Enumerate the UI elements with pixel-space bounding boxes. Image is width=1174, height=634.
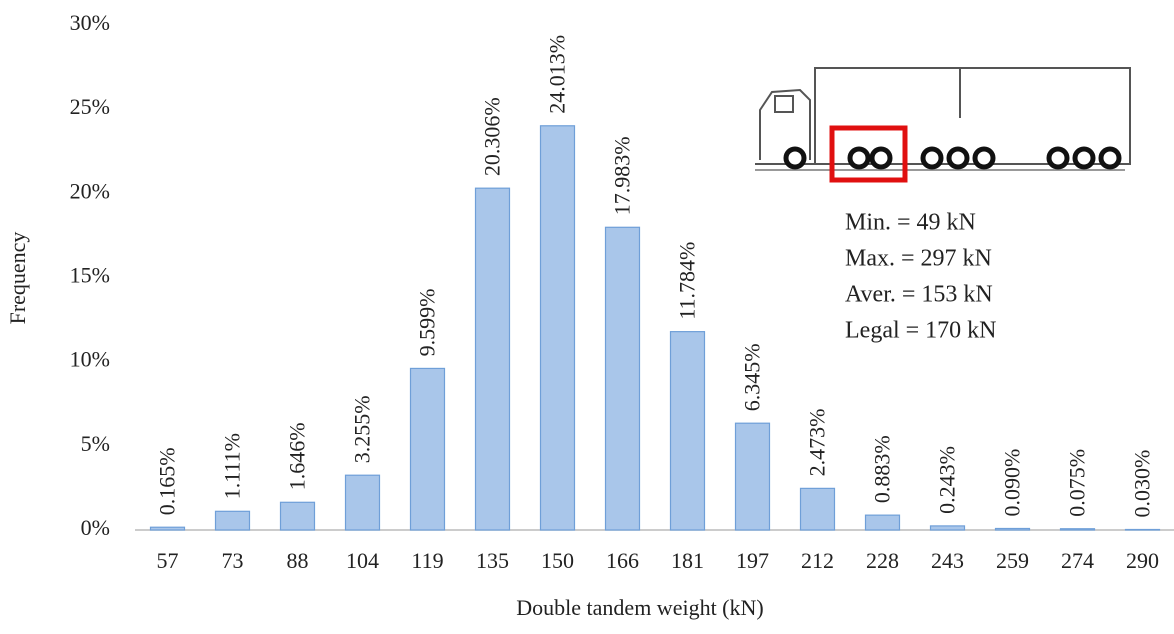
annotation: Max. = 297 kN: [845, 246, 992, 272]
x-tick-label: 181: [671, 548, 704, 573]
bar: [669, 331, 706, 531]
bar: [1059, 528, 1096, 531]
bar: [344, 474, 381, 531]
x-tick-label: 212: [801, 548, 834, 573]
value-label: 0.243%: [935, 446, 960, 514]
value-label: 0.165%: [155, 447, 180, 515]
highlight-box: [829, 125, 908, 183]
y-tick-label: 25%: [70, 94, 110, 119]
value-label: 9.599%: [415, 289, 440, 357]
x-tick-label: 166: [606, 548, 639, 573]
y-tick-label: 30%: [70, 10, 110, 35]
x-tick-label: 119: [411, 548, 443, 573]
x-tick-label: 259: [996, 548, 1029, 573]
x-tick-label: 150: [541, 548, 574, 573]
x-tick-label: 228: [866, 548, 899, 573]
x-tick-label: 274: [1061, 548, 1094, 573]
annotation: Aver. = 153 kN: [845, 282, 993, 308]
annotation: Min. = 49 kN: [845, 210, 976, 236]
x-tick-label: 73: [222, 548, 244, 573]
value-label: 0.030%: [1130, 450, 1155, 518]
value-label: 24.013%: [545, 35, 570, 114]
x-tick-label: 290: [1126, 548, 1159, 573]
truck-illustration: [755, 67, 1131, 183]
annotation: Legal = 170 kN: [845, 318, 997, 344]
bar: [214, 510, 251, 531]
bar: [994, 527, 1031, 531]
value-label: 1.111%: [220, 433, 245, 499]
x-tick-label: 57: [157, 548, 179, 573]
x-tick-label: 104: [346, 548, 379, 573]
bar: [409, 367, 446, 531]
value-label: 1.646%: [285, 422, 310, 490]
x-tick-label: 88: [287, 548, 309, 573]
bar: [799, 487, 836, 531]
value-label: 11.784%: [675, 242, 700, 320]
cab-window: [774, 95, 794, 113]
y-tick-label: 5%: [81, 431, 110, 456]
x-tick-label: 135: [476, 548, 509, 573]
value-label: 17.983%: [610, 136, 635, 215]
y-tick-label: 10%: [70, 347, 110, 372]
value-label: 2.473%: [805, 409, 830, 477]
x-tick-label: 243: [931, 548, 964, 573]
bar: [864, 514, 901, 531]
value-label: 0.075%: [1065, 449, 1090, 517]
cab: [759, 88, 811, 160]
bar: [149, 526, 186, 531]
bar: [1124, 528, 1161, 531]
x-tick-label: 197: [736, 548, 769, 573]
y-axis-title: Frequency: [5, 232, 30, 325]
y-tick-label: 0%: [81, 515, 110, 540]
x-axis-title: Double tandem weight (kN): [516, 595, 763, 620]
value-label: 20.306%: [480, 97, 505, 176]
bar: [604, 226, 641, 531]
bar: [539, 125, 576, 531]
value-label: 0.883%: [870, 435, 895, 503]
wheels: [783, 146, 1122, 170]
y-tick-label: 15%: [70, 263, 110, 288]
bar: [734, 422, 771, 531]
bar: [474, 187, 511, 531]
value-label: 3.255%: [350, 395, 375, 463]
bar: [279, 501, 316, 531]
value-label: 0.090%: [1000, 449, 1025, 517]
y-tick-label: 20%: [70, 178, 110, 203]
value-label: 6.345%: [740, 343, 765, 411]
bar: [929, 525, 966, 531]
